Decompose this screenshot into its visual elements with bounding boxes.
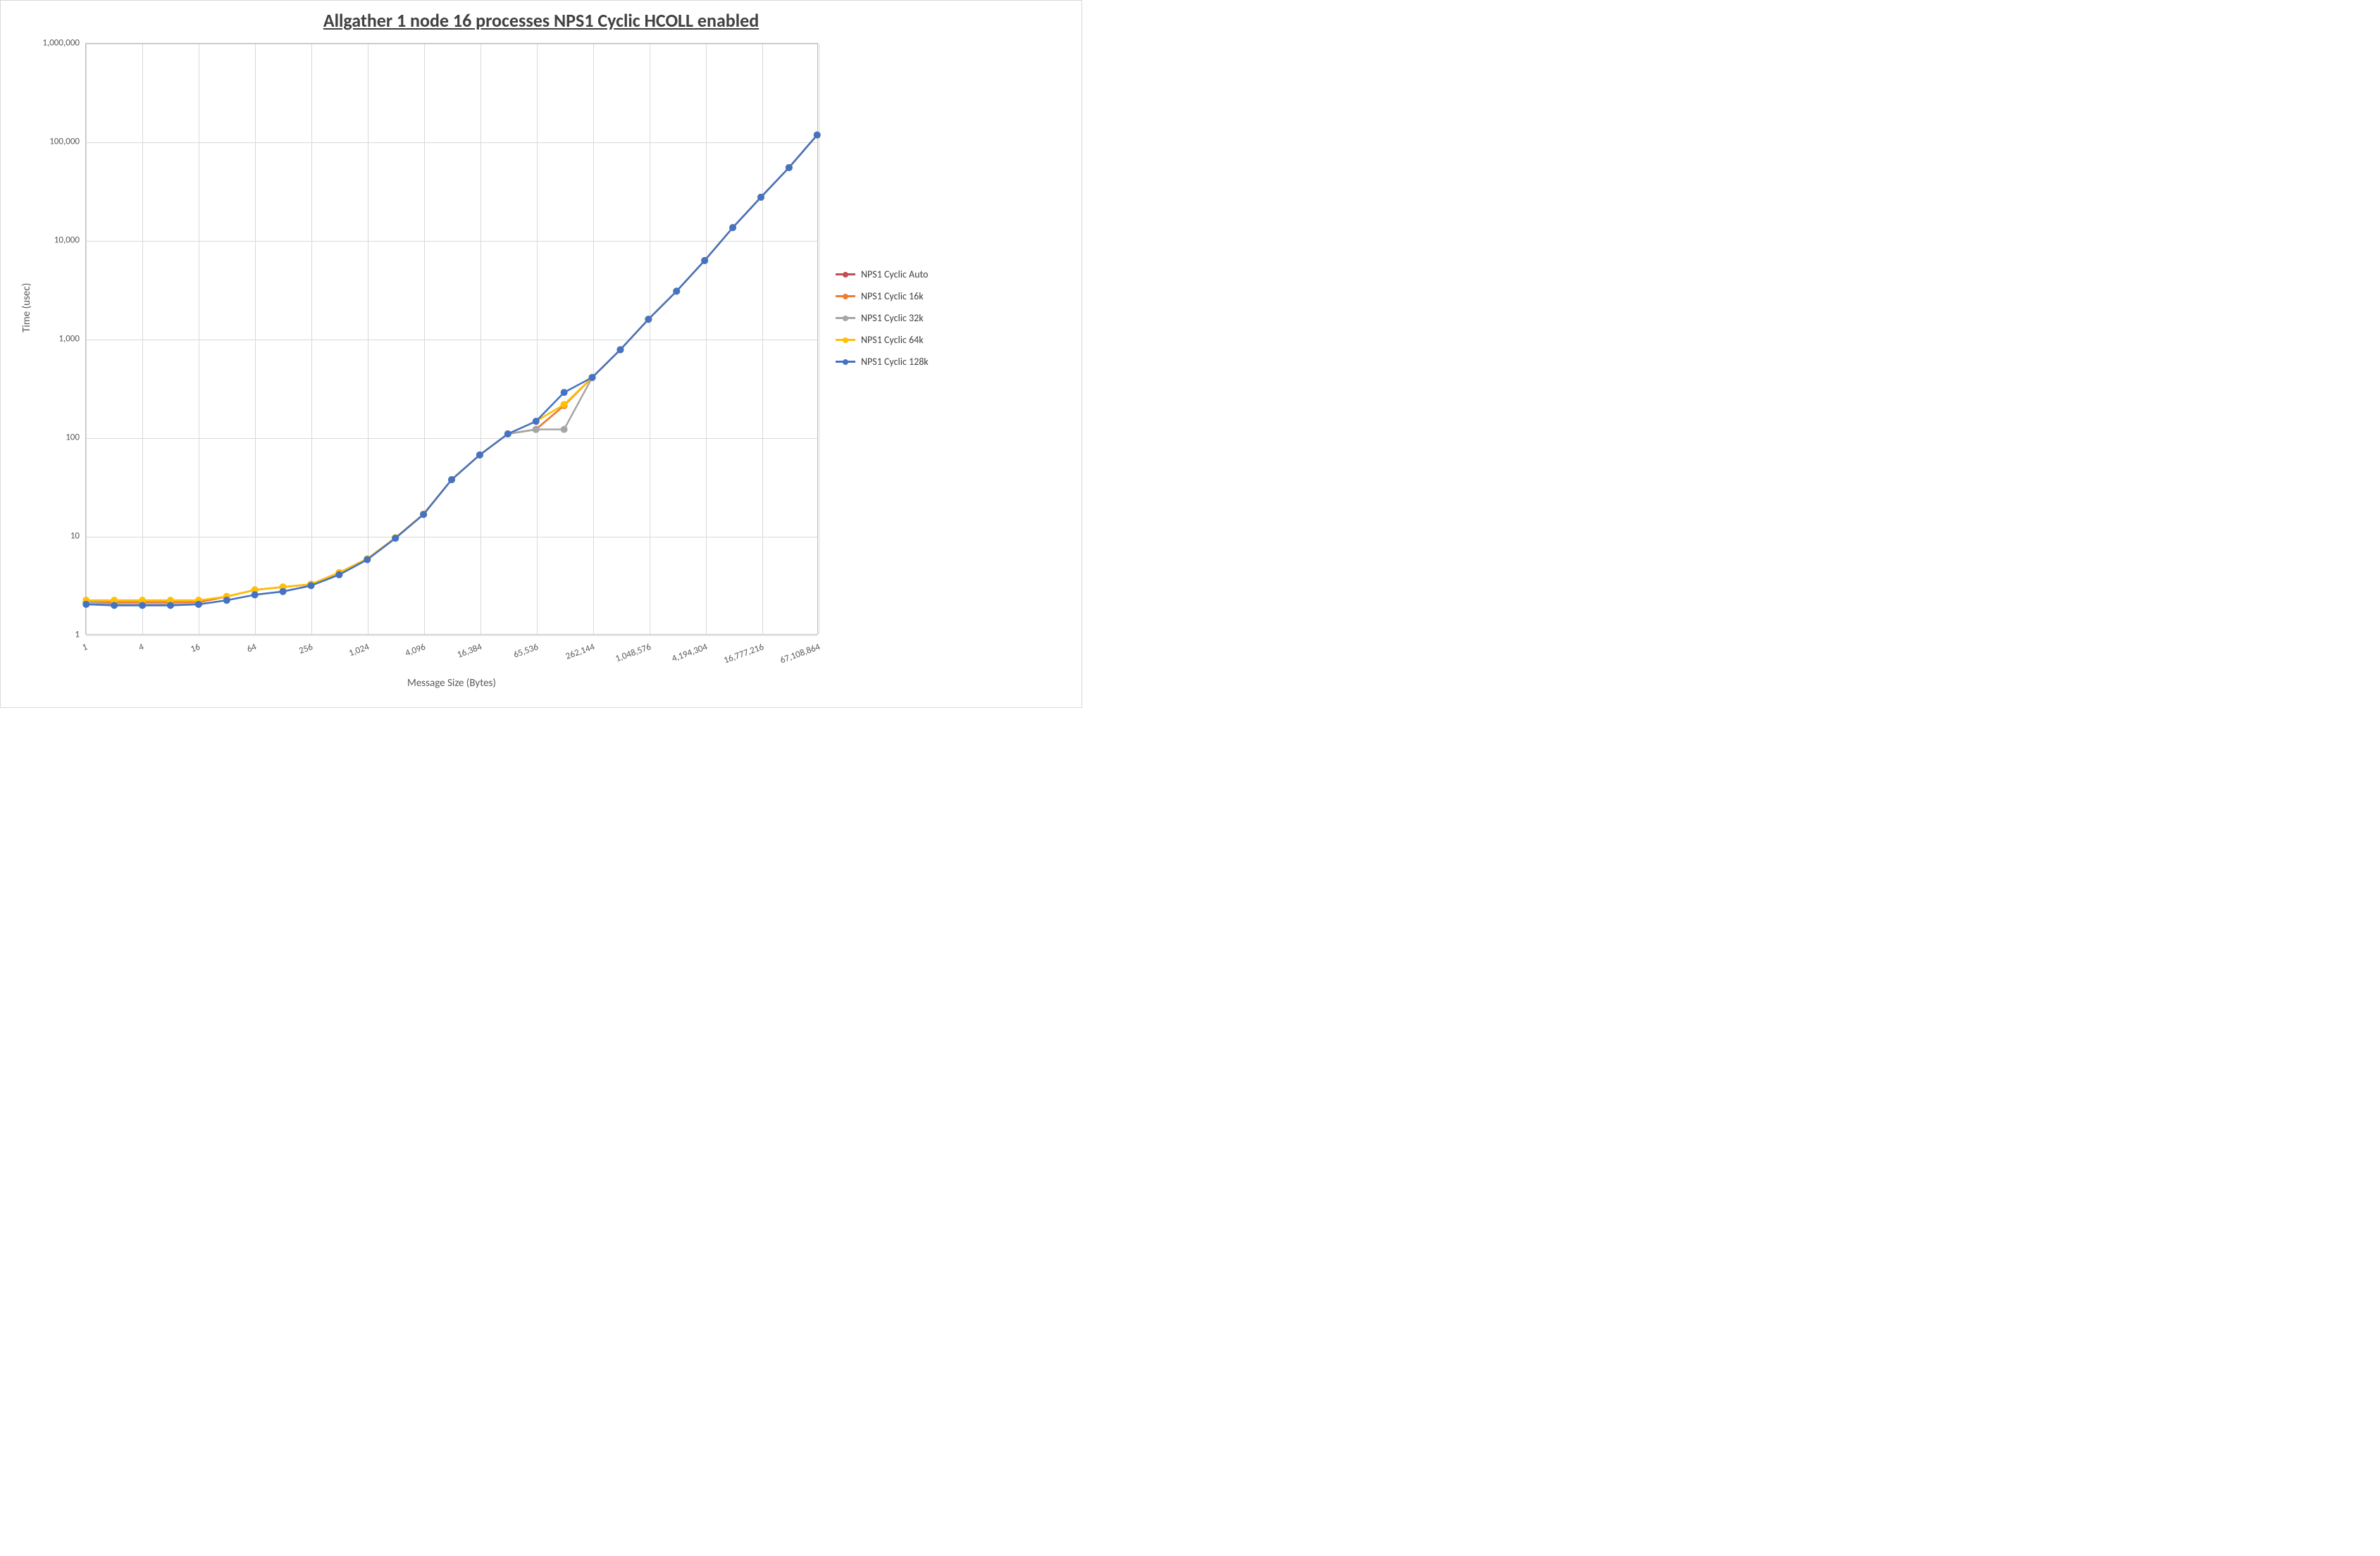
y-tick-label: 100,000 [1, 137, 80, 147]
legend-item: NPS1 Cyclic 128k [836, 356, 929, 368]
series-layer [86, 44, 817, 634]
x-tick-label: 1,024 [347, 642, 371, 659]
x-tick-label: 4,096 [404, 642, 427, 659]
x-tick-label: 1,048,576 [614, 642, 653, 664]
legend-swatch [836, 339, 855, 341]
y-tick-label: 1,000,000 [1, 38, 80, 49]
x-tick-label: 67,108,864 [779, 642, 822, 666]
legend-swatch [836, 317, 855, 319]
x-tick-label: 16,777,216 [722, 642, 765, 666]
y-gridline [86, 635, 817, 636]
x-tick-label: 4 [137, 642, 145, 653]
x-tick-label: 4,194,304 [671, 642, 709, 664]
chart-container: Allgather 1 node 16 processes NPS1 Cycli… [0, 0, 1082, 708]
legend-item: NPS1 Cyclic Auto [836, 268, 929, 280]
x-tick-label: 64 [246, 642, 259, 655]
legend-label: NPS1 Cyclic 128k [861, 356, 929, 368]
legend-label: NPS1 Cyclic 16k [861, 290, 924, 302]
legend-item: NPS1 Cyclic 16k [836, 290, 929, 302]
x-tick-label: 262,144 [564, 642, 596, 662]
legend-item: NPS1 Cyclic 64k [836, 334, 929, 346]
y-axis-label: Time (usec) [20, 283, 33, 332]
y-tick-label: 10,000 [1, 235, 80, 246]
x-tick-label: 256 [297, 642, 314, 656]
legend-swatch [836, 273, 855, 275]
x-tick-label: 16,384 [456, 642, 483, 660]
series-nps1-cyclic-128k [82, 132, 821, 609]
legend-item: NPS1 Cyclic 32k [836, 312, 929, 324]
x-tick-label: 1 [81, 642, 89, 653]
legend-label: NPS1 Cyclic 32k [861, 312, 924, 324]
legend-swatch [836, 295, 855, 297]
legend-label: NPS1 Cyclic Auto [861, 268, 928, 280]
x-tick-label: 65,536 [512, 642, 540, 660]
y-tick-label: 10 [1, 531, 80, 542]
legend: NPS1 Cyclic Auto NPS1 Cyclic 16k NPS1 Cycl… [836, 268, 929, 378]
y-tick-label: 1 [1, 630, 80, 640]
plot-area [85, 43, 818, 635]
y-tick-label: 100 [1, 432, 80, 443]
legend-swatch [836, 361, 855, 363]
series-nps1-cyclic-auto [82, 132, 821, 606]
chart-title: Allgather 1 node 16 processes NPS1 Cycli… [1, 9, 1081, 32]
x-axis-label: Message Size (Bytes) [85, 677, 818, 690]
legend-label: NPS1 Cyclic 64k [861, 334, 924, 346]
x-tick-label: 16 [190, 642, 202, 655]
series-nps1-cyclic-64k [82, 132, 821, 604]
y-tick-label: 1,000 [1, 334, 80, 344]
series-nps1-cyclic-32k [82, 132, 821, 608]
series-nps1-cyclic-16k [82, 132, 821, 606]
